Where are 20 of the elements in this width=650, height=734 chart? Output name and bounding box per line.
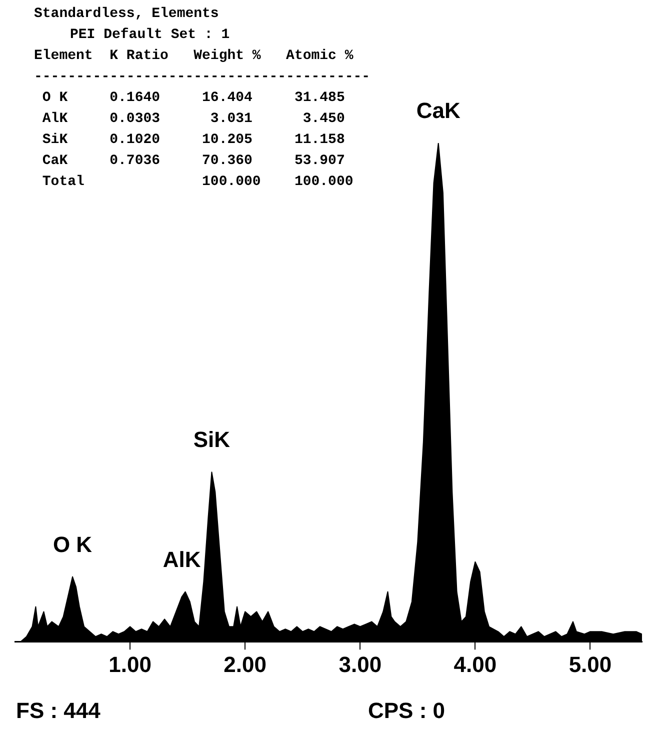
text: O K 0.1640 16.404 31.485 [41,89,346,108]
chart-subtitle: PEI Default Set : 1 [69,26,231,45]
chart-title: Standardless, Elements [34,5,220,24]
x-tick-label: 1.00 [108,652,152,677]
text: Element K Ratio Weight % Atomic % [34,47,354,66]
annotation: CaK [416,98,460,124]
annotation: Total 100.000 100.000 [41,173,354,192]
annotation: O K [52,532,92,557]
text: CPS : 0 [368,698,446,724]
text: FS : 444 [16,698,100,724]
text: ---------------------------------------- [34,68,370,87]
annotation: AlK [162,546,201,572]
x-tick-label: 2.00 [224,652,267,677]
annotation: SiK [193,427,230,452]
annotation: CaK 0.7036 70.360 53.907 [41,152,346,171]
x-tick-label: 5.00 [568,652,612,677]
x-tick-label: 3.00 [338,652,382,677]
annotation: SiK 0.1020 10.205 11.158 [41,131,346,150]
x-tick-label: 4.00 [454,652,497,677]
text: AlK 0.0303 3.031 3.450 [41,110,346,129]
